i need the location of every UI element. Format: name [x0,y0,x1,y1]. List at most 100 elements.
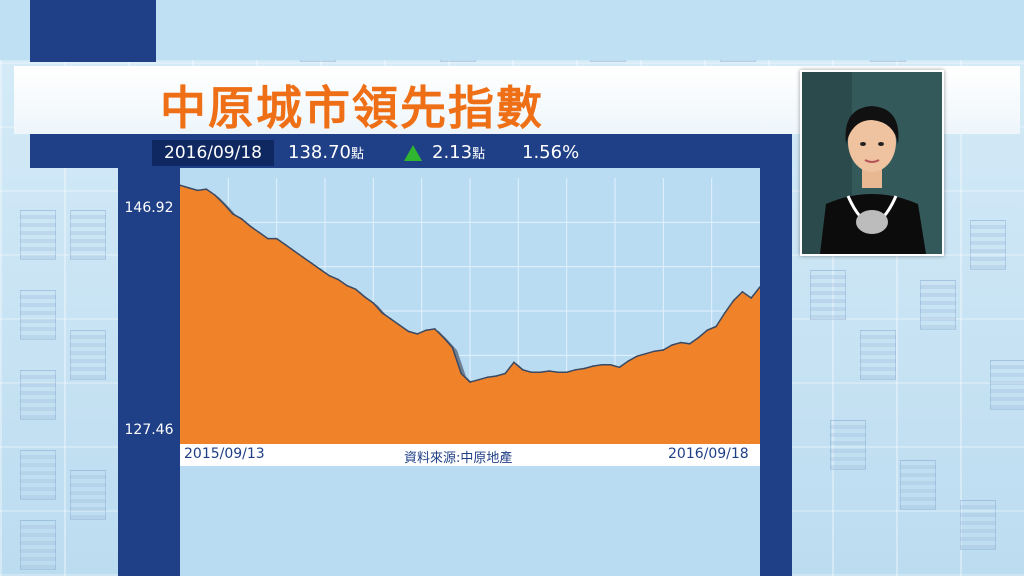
data-point [302,256,304,258]
data-point [513,361,515,364]
data-source: 資料來源:中原地產 [404,451,513,466]
data-point [354,288,357,291]
data-point [381,312,383,314]
y-axis-panel [118,168,180,576]
building-icon [920,280,956,330]
data-point [548,370,550,372]
data-point [583,367,586,370]
data-point [662,349,665,351]
data-point [311,262,313,265]
building-icon [990,360,1024,410]
building-icon [20,290,56,340]
index-change: 2.13 [432,142,473,163]
building-icon [20,520,56,570]
data-point [521,368,524,371]
data-point [398,324,401,327]
data-point [592,365,594,367]
data-point [495,375,498,377]
data-point [732,299,735,302]
index-percent: 1.56% [522,142,580,163]
data-point [750,297,753,299]
index-change-group: 2.13點 [432,140,485,166]
data-point [715,325,717,328]
x-axis-bar [180,444,760,466]
data-point [346,284,348,287]
data-point [451,346,454,349]
data-point [601,364,603,366]
data-point [205,188,208,190]
data-point [477,378,480,381]
x-tick-end: 2016/09/18 [668,446,749,462]
data-point [618,366,621,369]
building-icon [960,500,996,550]
data-point [275,237,278,240]
data-point [231,213,234,215]
data-point [407,330,410,333]
data-point [223,203,225,205]
data-point [416,333,419,335]
reporter-figure [802,72,942,254]
page-title: 中原城市領先指數 [160,81,544,135]
header-tab [30,0,156,62]
data-point [434,328,436,330]
data-point [557,371,559,374]
data-point [442,336,445,339]
data-point [328,274,331,277]
data-point [469,381,471,383]
y-tick-min: 127.46 [124,422,174,438]
building-icon [810,270,846,320]
index-value-group: 138.70點 [288,140,364,166]
data-point [609,364,612,366]
data-point [267,237,269,240]
data-point [574,368,577,371]
data-point [504,372,506,375]
data-point [293,250,296,252]
data-point [196,189,199,192]
data-point [644,352,647,355]
data-point [724,312,726,314]
up-triangle-icon [404,145,422,161]
index-unit: 點 [350,147,364,162]
x-tick-start: 2015/09/13 [184,446,265,462]
data-point [425,329,427,331]
building-icon [20,370,56,420]
data-point [187,187,190,189]
data-point [759,286,760,288]
data-point [319,268,322,271]
top-banner [0,0,1024,60]
reporter-inset [800,70,944,256]
data-point [680,341,682,344]
data-point [372,302,375,304]
building-icon [900,460,936,510]
index-date: 2016/09/18 [152,140,274,166]
data-point [258,231,260,234]
building-icon [70,470,106,520]
building-icon [830,420,866,470]
building-icon [860,330,896,380]
data-point [636,355,638,357]
building-icon [70,330,106,380]
data-point [284,244,287,246]
data-point [486,376,489,378]
building-icon [20,210,56,260]
right-frame [760,134,792,576]
data-point [240,218,243,220]
building-icon [20,450,56,500]
data-point [249,225,252,228]
building-icon [970,220,1006,270]
change-unit: 點 [472,147,486,162]
y-tick-max: 146.92 [124,200,174,216]
area-chart [180,178,760,444]
data-point [671,344,673,346]
data-point [390,318,392,320]
data-point [363,295,366,298]
data-point [741,291,744,293]
data-point [337,278,339,281]
series-area [180,185,760,444]
building-icon [70,210,106,260]
data-point [180,184,181,186]
data-point [627,360,629,362]
data-point [653,350,656,353]
data-point [214,194,216,197]
data-point [565,371,568,374]
